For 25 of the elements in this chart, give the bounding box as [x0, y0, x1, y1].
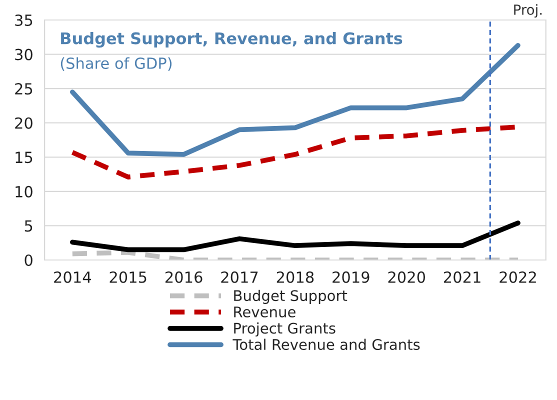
x-tick-label: 2021: [444, 271, 480, 283]
x-tick-label: 2018: [276, 271, 314, 283]
text: (Share of GDP): [60, 57, 172, 71]
x-tick-label: 2016: [165, 271, 202, 283]
y-tick-label: 20: [15, 117, 32, 129]
legend-label: Project Grants: [234, 322, 336, 337]
ref-line-label: Proj.: [514, 4, 542, 18]
x-tick-label: 2019: [332, 271, 370, 283]
x-tick-label: 2022: [500, 271, 536, 283]
legend-label: Budget Support: [234, 290, 348, 304]
y-tick-label: 15: [16, 152, 32, 164]
x-tick-label: 2020: [388, 271, 426, 283]
y-tick-label: 5: [24, 220, 32, 232]
text: Budget Support, Revenue, and Grants: [61, 32, 402, 48]
x-tick-label: 2014: [54, 271, 91, 283]
line-series: [70, 220, 520, 252]
legend-label: Revenue: [234, 306, 296, 318]
x-tick-label: 2015: [110, 271, 146, 283]
y-tick-label: 25: [15, 83, 32, 95]
y-tick-label: 35: [15, 14, 32, 26]
y-tick-label: 10: [16, 186, 32, 198]
y-tick-label: 30: [15, 48, 32, 60]
x-tick-label: 2017: [221, 271, 258, 283]
y-tick-label: 0: [24, 254, 32, 266]
legend-label: Total Revenue and Grants: [232, 338, 420, 350]
